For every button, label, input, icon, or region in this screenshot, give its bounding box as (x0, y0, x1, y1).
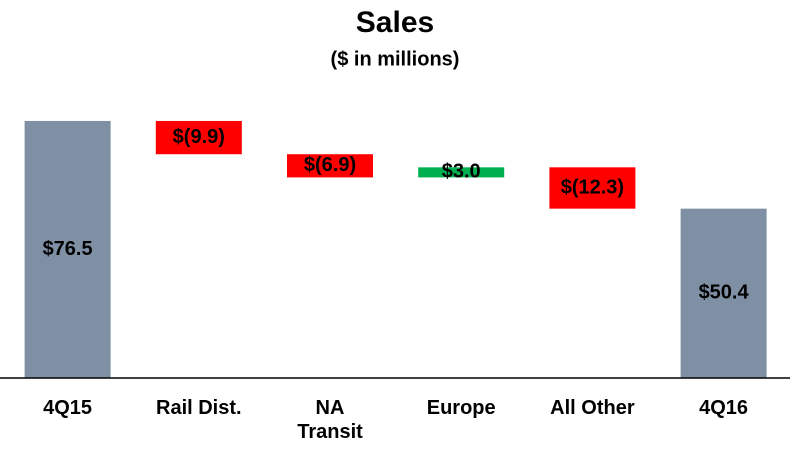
value-label: $76.5 (43, 238, 93, 260)
bar (155, 120, 242, 155)
value-label: $(12.3) (561, 176, 624, 198)
value-label: $50.4 (699, 282, 750, 304)
x-tick-label: NA Transit (297, 397, 363, 443)
value-label: $3.0 (442, 161, 481, 183)
chart-subtitle: ($ in millions) (331, 48, 460, 70)
x-tick-label: All Other (550, 397, 635, 419)
value-label: $(9.9) (173, 126, 225, 148)
bar (680, 208, 767, 378)
chart-title: Sales (356, 6, 434, 39)
bar (24, 120, 111, 379)
x-tick-label: 4Q15 (43, 397, 93, 419)
x-tick-label: 4Q16 (699, 397, 749, 419)
bar (287, 154, 373, 178)
x-tick-label: Rail Dist. (156, 397, 242, 419)
bar (549, 167, 636, 209)
x-tick-label: Europe (426, 397, 496, 419)
value-label: $(6.9) (304, 154, 356, 176)
bar (418, 167, 505, 178)
